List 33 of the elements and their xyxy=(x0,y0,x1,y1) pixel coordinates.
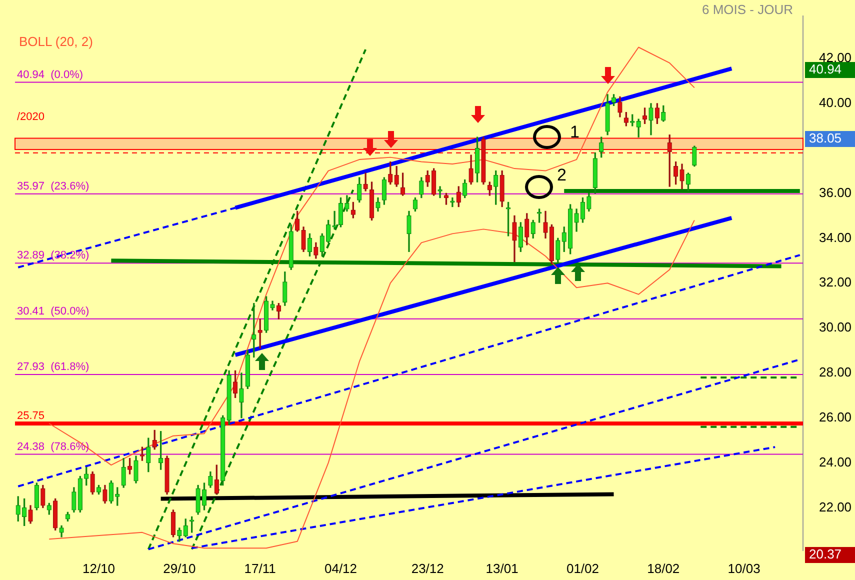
y-tick-label: 28.00 xyxy=(819,364,852,380)
x-tick-label: 04/12 xyxy=(324,560,358,576)
ref-line-label: 25.75 xyxy=(17,410,45,422)
y-tick-label: 36.00 xyxy=(819,184,852,200)
y-tick-label: 26.00 xyxy=(819,409,852,424)
y-tick-label: 22.00 xyxy=(819,499,852,514)
ref-line-label: 24.38 (78.6%) xyxy=(17,440,90,453)
ref-line-label: 30.41 (50.0%) xyxy=(17,305,90,318)
y-tick-label: 24.00 xyxy=(819,454,852,470)
annotation: 1 xyxy=(570,122,580,142)
annotation: 2 xyxy=(557,166,566,185)
x-tick-label: 29/10 xyxy=(163,560,196,576)
x-tick-label: 17/11 xyxy=(244,560,276,576)
x-tick-label: 13/01 xyxy=(486,560,518,576)
text: BOLL (20, 2) xyxy=(19,34,93,49)
candlestick xyxy=(363,172,368,192)
text: 38.05 xyxy=(809,130,842,146)
x-tick-label: 18/02 xyxy=(647,560,680,576)
x-tick-label: 23/12 xyxy=(411,560,444,576)
y-tick-label: 30.00 xyxy=(819,320,852,335)
x-tick-label: 01/02 xyxy=(566,560,600,576)
ref-line-label: 27.93 (61.8%) xyxy=(17,361,90,374)
text: 20.37 xyxy=(809,546,842,562)
ref-line-label: 40.94 (0.0%) xyxy=(17,68,84,81)
chart-subtitle: 6 MOIS - JOUR xyxy=(702,2,793,18)
y-tick-label: 32.00 xyxy=(819,274,852,290)
candlestick xyxy=(438,186,442,198)
band-label: /2020 xyxy=(17,110,45,123)
x-tick-label: 10/03 xyxy=(728,560,760,576)
x-tick-label: 12/10 xyxy=(82,560,116,576)
ref-line-label: 35.97 (23.6%) xyxy=(17,180,90,192)
y-tick-label: 34.00 xyxy=(819,230,852,245)
y-tick-label: 40.00 xyxy=(819,94,852,110)
